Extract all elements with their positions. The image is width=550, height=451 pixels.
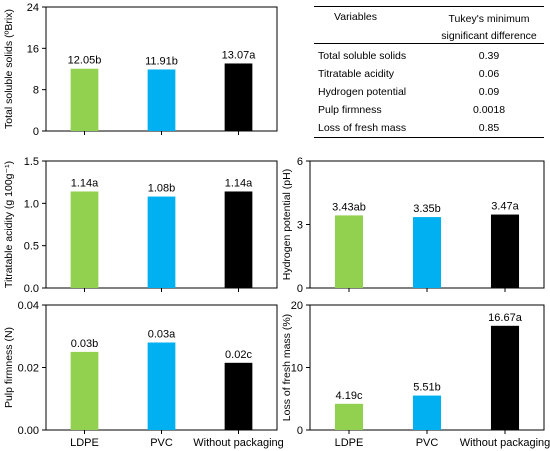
- table-cell-variable: Titratable acidity: [318, 68, 395, 80]
- bar: [334, 403, 364, 430]
- data-label: 13.07a: [222, 49, 257, 61]
- bar: [224, 191, 253, 288]
- y-tick-label: 0.04: [18, 300, 39, 312]
- y-tick-label: 6: [297, 156, 303, 168]
- tukey-table: Variables Tukey's minimum significant di…: [314, 6, 544, 138]
- y-tick-label: 20: [291, 300, 303, 312]
- table-cell-value: 0.85: [478, 122, 500, 134]
- data-label: 1.14a: [71, 177, 99, 189]
- x-tick-label: LDPE: [70, 437, 99, 449]
- table-top-rule: [314, 6, 544, 7]
- bar: [147, 69, 176, 131]
- y-axis-label: Pulp firmness (N): [3, 327, 15, 408]
- x-tick-label: Without packaging: [460, 437, 550, 449]
- y-axis-label: Hydrogen potential (pH): [281, 169, 293, 280]
- bar: [70, 351, 99, 430]
- data-label: 0.02c: [225, 349, 252, 361]
- table-row: Hydrogen potential 0.09: [314, 83, 544, 101]
- table-header-row: Variables Tukey's minimum significant di…: [314, 7, 544, 43]
- x-tick-label: LDPE: [335, 437, 364, 449]
- data-label: 0.03a: [148, 329, 176, 341]
- table-row: Loss of fresh mass 0.85: [314, 119, 544, 137]
- table-cell-value: 0.0018: [472, 104, 506, 116]
- bar: [334, 215, 364, 288]
- y-tick-label: 16: [27, 43, 39, 55]
- table-mid-rule: [314, 43, 544, 44]
- bar: [224, 362, 253, 430]
- y-tick-label: 10: [291, 363, 303, 375]
- bar: [147, 196, 176, 288]
- y-tick-label: 0.5: [24, 241, 39, 253]
- bar: [70, 191, 99, 288]
- data-label: 3.35b: [413, 203, 441, 215]
- y-tick-label: 0.0: [24, 283, 39, 295]
- table-body: Total soluble solids 0.39 Titratable aci…: [314, 44, 544, 137]
- y-tick-label: 0: [297, 425, 303, 437]
- table-header-variables: Variables: [334, 11, 377, 23]
- y-axis-label: Loss of fresh mass (%): [281, 314, 293, 421]
- table-cell-value: 0.09: [478, 86, 500, 98]
- y-axis-label: Titratable acidity (g 100g⁻¹): [3, 161, 15, 288]
- y-tick-label: 8: [33, 85, 39, 97]
- table-row: Titratable acidity 0.06: [314, 65, 544, 83]
- data-label: 16.67a: [488, 312, 523, 324]
- table-header-tukey-line1: Tukey's minimum: [448, 13, 530, 25]
- x-tick-label: PVC: [150, 437, 173, 449]
- table-cell-variable: Loss of fresh mass: [318, 122, 407, 134]
- data-label: 12.05b: [68, 55, 102, 67]
- x-tick-label: Without packaging: [193, 437, 284, 449]
- table-cell-value: 0.06: [478, 68, 500, 80]
- table-cell-variable: Pulp firmness: [318, 104, 382, 116]
- data-label: 3.43ab: [332, 201, 366, 213]
- table-row: Pulp firmness 0.0018: [314, 101, 544, 119]
- data-label: 1.08b: [148, 183, 176, 195]
- table-header-tukey: Tukey's minimum significant difference: [434, 7, 544, 43]
- bar: [490, 214, 520, 288]
- table-cell-variable: Total soluble solids: [318, 50, 407, 62]
- bar: [224, 63, 253, 132]
- bar: [147, 342, 176, 430]
- x-tick-label: PVC: [416, 437, 439, 449]
- data-label: 5.51b: [413, 382, 441, 394]
- table-header-tukey-line2: significant difference: [441, 30, 537, 42]
- bar: [490, 325, 520, 430]
- y-tick-label: 1.0: [24, 198, 39, 210]
- y-tick-label: 0.00: [18, 425, 39, 437]
- data-label: 0.03b: [71, 338, 99, 350]
- bar: [412, 217, 442, 288]
- data-label: 11.91b: [145, 55, 178, 67]
- table-row: Total soluble solids 0.39: [314, 47, 544, 65]
- data-label: 3.47a: [491, 201, 519, 213]
- table-cell-variable: Hydrogen potential: [318, 86, 407, 98]
- y-tick-label: 3: [297, 220, 303, 232]
- bar: [412, 395, 442, 430]
- y-tick-label: 0: [297, 283, 303, 295]
- bar: [70, 68, 99, 131]
- y-axis-label: Total soluble solids (ºBrix): [3, 9, 15, 129]
- table-bottom-rule: [314, 137, 544, 138]
- y-tick-label: 1.5: [24, 156, 39, 168]
- y-tick-label: 0: [33, 126, 39, 138]
- y-tick-label: 0.02: [18, 363, 39, 375]
- data-label: 1.14a: [225, 177, 253, 189]
- data-label: 4.19c: [336, 390, 363, 402]
- table-cell-value: 0.39: [478, 50, 500, 62]
- y-tick-label: 24: [27, 2, 39, 14]
